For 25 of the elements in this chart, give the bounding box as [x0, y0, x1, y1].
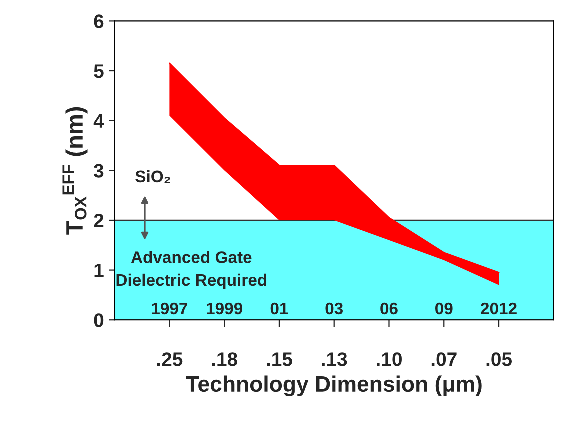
annotation: 2012: [481, 302, 517, 315]
annotation: 01: [270, 302, 288, 315]
annotation: 1999: [207, 302, 242, 315]
annotation: 09: [436, 302, 453, 315]
y-tick-label: 1: [94, 264, 104, 278]
annotation: 03: [326, 302, 344, 315]
y-tick-label: 3: [94, 164, 104, 178]
y-tick-label: 0: [94, 314, 104, 328]
x-tick-label: .25: [157, 352, 183, 366]
y-tick-label: 4: [94, 114, 104, 128]
annotation: Advanced Gate Dielectric Required: [116, 251, 267, 290]
x-tick-label: .15: [267, 352, 292, 366]
y-tick-label: 5: [94, 64, 104, 78]
y-axis-title: T$_{OX}$$^{EFF}$ (nm): [62, 107, 88, 235]
x-tick-label: .10: [377, 352, 402, 366]
annotation: 06: [380, 302, 398, 315]
x-tick-label: .05: [486, 352, 512, 366]
annotation: SiO₂: [136, 170, 170, 183]
annotation: 1997: [152, 302, 188, 315]
x-tick-label: .13: [322, 352, 348, 366]
y-tick-label: 2: [94, 214, 104, 228]
y-tick-label: 6: [94, 14, 104, 28]
x-tick-label: .07: [432, 352, 457, 366]
x-axis-title: Technology Dimension (μm): [186, 376, 482, 397]
x-tick-label: .18: [212, 352, 238, 366]
